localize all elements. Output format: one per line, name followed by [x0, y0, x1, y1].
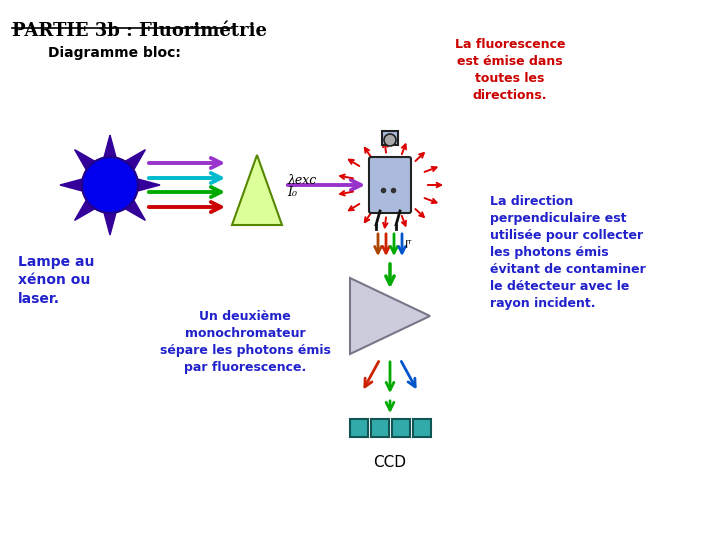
Polygon shape: [75, 200, 95, 220]
Bar: [350, 419, 368, 437]
Text: Lampe au
xénon ou
laser.: Lampe au xénon ou laser.: [18, 255, 94, 306]
Bar: [392, 419, 410, 437]
Polygon shape: [125, 200, 145, 220]
Text: λexc: λexc: [287, 174, 316, 187]
FancyBboxPatch shape: [369, 157, 411, 213]
Text: CCD: CCD: [374, 455, 407, 470]
Circle shape: [82, 157, 138, 213]
Circle shape: [384, 134, 396, 146]
Text: Iᵀ: Iᵀ: [405, 240, 413, 250]
Bar: [371, 419, 389, 437]
Polygon shape: [232, 155, 282, 225]
Polygon shape: [125, 150, 145, 170]
Text: La direction
perpendiculaire est
utilisée pour collecter
les photons émis
évitan: La direction perpendiculaire est utilisé…: [490, 195, 646, 310]
Polygon shape: [75, 150, 95, 170]
Bar: [413, 419, 431, 437]
Text: I₀: I₀: [287, 186, 297, 199]
Polygon shape: [60, 179, 83, 191]
Text: PARTIE 3b : Fluorimétrie: PARTIE 3b : Fluorimétrie: [12, 22, 267, 40]
Polygon shape: [350, 278, 430, 354]
Text: Diagramme bloc:: Diagramme bloc:: [48, 46, 181, 60]
Polygon shape: [104, 135, 116, 158]
Text: La fluorescence
est émise dans
toutes les
directions.: La fluorescence est émise dans toutes le…: [455, 38, 565, 102]
Text: Un deuxième
monochromateur
sépare les photons émis
par fluorescence.: Un deuxième monochromateur sépare les ph…: [160, 310, 330, 374]
Bar: [382, 131, 398, 145]
Polygon shape: [104, 212, 116, 235]
Polygon shape: [138, 179, 160, 191]
